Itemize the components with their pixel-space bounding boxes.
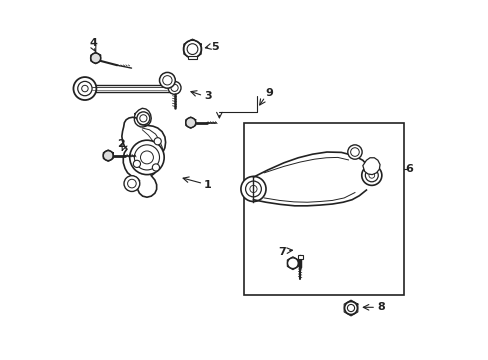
Circle shape [152, 164, 159, 171]
Circle shape [159, 72, 175, 88]
Circle shape [287, 258, 298, 269]
Text: 1: 1 [203, 180, 211, 190]
Circle shape [133, 160, 140, 167]
Circle shape [81, 85, 88, 92]
Circle shape [154, 138, 161, 145]
Circle shape [129, 140, 164, 175]
Text: 4: 4 [89, 38, 97, 48]
Bar [244, 123, 403, 295]
Circle shape [361, 165, 381, 185]
Text: 8: 8 [376, 302, 384, 312]
Text: 3: 3 [203, 91, 211, 101]
Circle shape [344, 302, 357, 315]
Circle shape [171, 84, 178, 91]
Circle shape [185, 118, 195, 128]
Circle shape [127, 179, 136, 188]
Text: 7: 7 [277, 247, 285, 257]
Text: 5: 5 [211, 42, 219, 51]
Circle shape [137, 112, 149, 125]
Circle shape [245, 181, 261, 197]
Bar [297, 255, 302, 259]
Circle shape [183, 40, 201, 58]
Circle shape [368, 172, 374, 178]
Circle shape [103, 150, 113, 161]
Circle shape [163, 76, 172, 85]
Bar [85, 85, 172, 92]
Circle shape [124, 176, 140, 192]
Circle shape [241, 176, 265, 202]
Circle shape [346, 305, 354, 312]
Text: 9: 9 [265, 88, 273, 98]
Circle shape [187, 44, 198, 54]
Circle shape [73, 77, 96, 100]
Text: 2: 2 [117, 139, 124, 149]
Circle shape [134, 145, 159, 170]
Bar [187, 56, 197, 59]
Circle shape [249, 185, 257, 193]
Circle shape [78, 81, 92, 96]
Polygon shape [122, 117, 165, 197]
Circle shape [140, 151, 153, 164]
Circle shape [140, 115, 147, 122]
Circle shape [347, 145, 362, 159]
Circle shape [350, 148, 359, 156]
Circle shape [365, 169, 378, 182]
Polygon shape [362, 158, 379, 175]
Circle shape [168, 81, 181, 94]
Circle shape [90, 53, 101, 63]
Text: 6: 6 [405, 164, 412, 174]
